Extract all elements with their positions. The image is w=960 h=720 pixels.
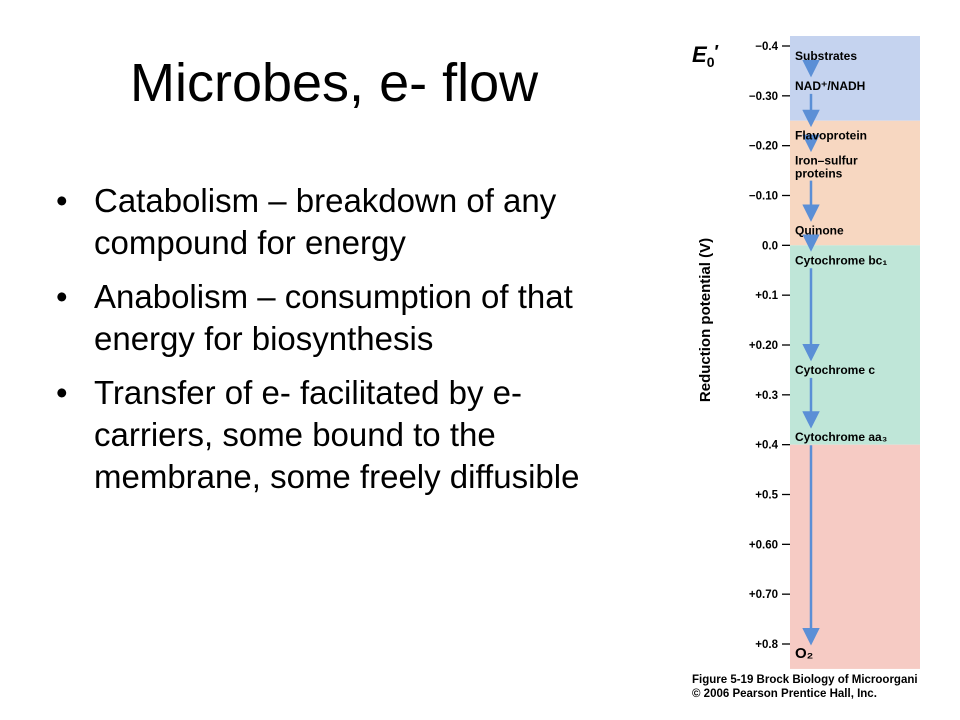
tick-label: +0.70 [749, 589, 778, 601]
tick-label: +0.5 [755, 490, 778, 502]
tick-label: +0.20 [749, 340, 778, 352]
tick-label: +0.3 [755, 390, 778, 402]
carrier-label: O₂ [795, 645, 813, 662]
bullet-text: Catabolism – breakdown of any compound f… [94, 182, 557, 261]
tick-label: −0.10 [749, 191, 778, 203]
bullet-item: • Catabolism – breakdown of any compound… [56, 180, 646, 264]
tick-label: +0.8 [755, 639, 778, 651]
bullet-text: Transfer of e- facilitated by e- carrier… [94, 374, 580, 495]
carrier-label: Cytochrome bc₁ [795, 253, 887, 267]
tick-label: 0.0 [762, 240, 778, 252]
carrier-label: Cytochrome c [795, 363, 875, 377]
e0-symbol: E0′ [692, 42, 719, 70]
bullet-list: • Catabolism – breakdown of any compound… [56, 180, 646, 510]
tick-label: +0.4 [755, 440, 778, 452]
bullet-dot-icon: • [56, 374, 68, 411]
electron-tower-figure: −0.4 −0.30 −0.20 −0.10 0.0 +0.1 +0.20 +0.3 +0.4 +… [680, 30, 960, 700]
tick-label: −0.4 [755, 41, 778, 53]
tick-label: +0.1 [755, 290, 778, 302]
tick-label: +0.60 [749, 539, 778, 551]
axis-label: Reduction potential (V) [697, 238, 714, 402]
slide-title: Microbes, e- flow [130, 53, 539, 113]
carrier-label: Quinone [795, 223, 844, 237]
bullet-item: • Transfer of e- facilitated by e- carri… [56, 372, 646, 498]
bullet-item: • Anabolism – consumption of that energy… [56, 276, 646, 360]
carrier-label: Cytochrome aa₃ [795, 430, 887, 444]
electron-tower-diagram: −0.4 −0.30 −0.20 −0.10 0.0 +0.1 +0.20 +0.3 +0.4 +… [692, 36, 920, 700]
carrier-label: Substrates [795, 49, 857, 63]
figure-caption: Figure 5-19 Brock Biology of Microorgani [692, 674, 918, 686]
carrier-label: Flavoprotein [795, 129, 867, 143]
tick-label: −0.20 [749, 141, 778, 153]
tick-label: −0.30 [749, 91, 778, 103]
figure-copyright: © 2006 Pearson Prentice Hall, Inc. [692, 688, 877, 700]
carrier-label: Iron–sulfur [795, 154, 858, 168]
potential-band [790, 245, 920, 445]
bullet-dot-icon: • [56, 278, 68, 315]
carrier-label: proteins [795, 167, 843, 181]
potential-band [790, 444, 920, 669]
bullet-text: Anabolism – consumption of that energy f… [94, 278, 573, 357]
bullet-dot-icon: • [56, 182, 68, 219]
carrier-label: NAD⁺/NADH [795, 79, 865, 93]
